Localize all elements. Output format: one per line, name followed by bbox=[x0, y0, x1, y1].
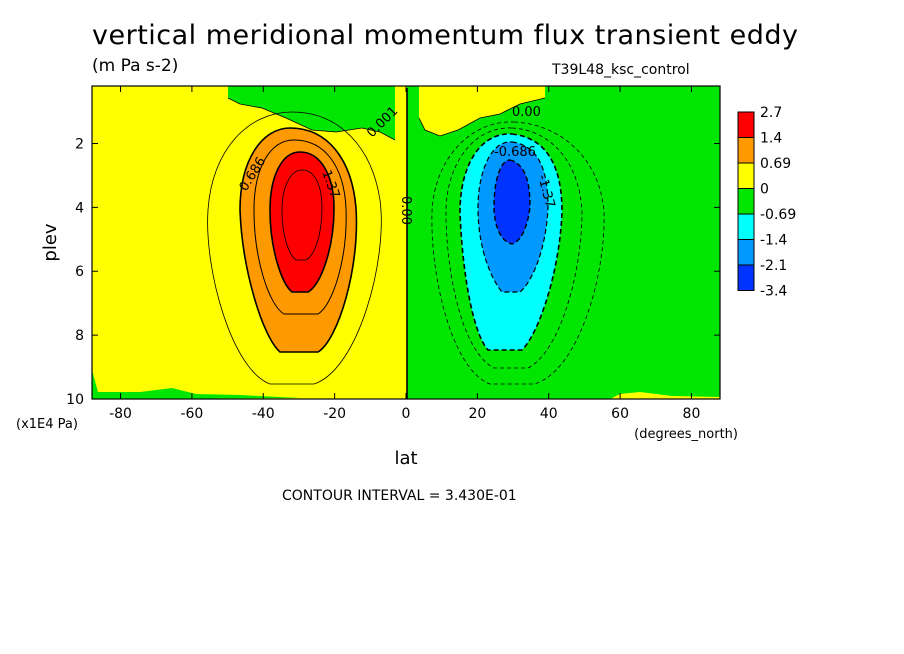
x-tick-label: -20 bbox=[323, 406, 346, 422]
run-name: T39L48_ksc_control bbox=[552, 62, 690, 78]
x-axis-units: (degrees_north) bbox=[634, 427, 738, 442]
y-tick-label: 6 bbox=[75, 264, 84, 280]
colorbar-swatch bbox=[737, 213, 755, 240]
filled-contours bbox=[92, 86, 720, 399]
chart-units: (m Pa s-2) bbox=[92, 56, 179, 76]
y-axis-units: (x1E4 Pa) bbox=[16, 417, 78, 432]
x-tick-label: 20 bbox=[468, 406, 486, 422]
chart-title: vertical meridional momentum flux transi… bbox=[92, 20, 799, 51]
contour-lines bbox=[207, 88, 605, 399]
dark-blue-lobe bbox=[494, 160, 530, 244]
contour-label: -0.686 bbox=[494, 145, 536, 160]
x-axis-label: lat bbox=[394, 448, 417, 469]
x-tick-label: 40 bbox=[540, 406, 558, 422]
colorbar-label: 0.69 bbox=[760, 156, 791, 172]
colorbar-swatch bbox=[737, 137, 755, 164]
contour-interval-label: CONTOUR INTERVAL = 3.430E-01 bbox=[282, 488, 517, 504]
colorbar-label: -1.4 bbox=[760, 233, 787, 249]
y-tick-label: 2 bbox=[75, 136, 84, 152]
colorbar-label: -2.1 bbox=[760, 258, 787, 274]
x-tick-label: 80 bbox=[683, 406, 701, 422]
colorbar-label: 0 bbox=[760, 182, 769, 198]
axes: -80 -60 -40 -20 0 20 40 60 80 2 4 6 8 10 lat plev (degre… bbox=[16, 86, 738, 469]
x-tick-label: -60 bbox=[180, 406, 203, 422]
colorbar-label: 1.4 bbox=[760, 131, 782, 147]
colorbar-swatch bbox=[737, 239, 755, 266]
x-tick-label: -80 bbox=[109, 406, 132, 422]
bottom-green-patch-left bbox=[92, 370, 300, 399]
contour-label: 0.00 bbox=[398, 196, 413, 225]
bottom-yellow-patch-right bbox=[610, 392, 720, 399]
y-axis-label: plev bbox=[40, 223, 61, 262]
y-tick-label: 10 bbox=[66, 392, 84, 408]
colorbar-label: 2.7 bbox=[760, 105, 782, 121]
colorbar-swatch bbox=[737, 264, 755, 291]
x-tick-label: 0 bbox=[402, 406, 411, 422]
x-tick-label: -40 bbox=[252, 406, 275, 422]
red-lobe bbox=[270, 152, 334, 292]
colorbar: 2.7 1.4 0.69 0 -0.69 -1.4 -2.1 -3.4 bbox=[737, 105, 796, 300]
contour-label: 0.00 bbox=[512, 105, 541, 120]
colorbar-label: -0.69 bbox=[760, 207, 796, 223]
y-tick-label: 4 bbox=[75, 200, 84, 216]
colorbar-swatch bbox=[737, 111, 755, 138]
y-tick-label: 8 bbox=[75, 328, 84, 344]
colorbar-swatch bbox=[737, 188, 755, 215]
negative-field bbox=[407, 86, 720, 399]
colorbar-label: -3.4 bbox=[760, 284, 787, 300]
x-tick-label: 60 bbox=[611, 406, 629, 422]
top-green-patch bbox=[228, 86, 395, 140]
top-yellow-patch bbox=[419, 86, 545, 136]
colorbar-swatch bbox=[737, 162, 755, 189]
